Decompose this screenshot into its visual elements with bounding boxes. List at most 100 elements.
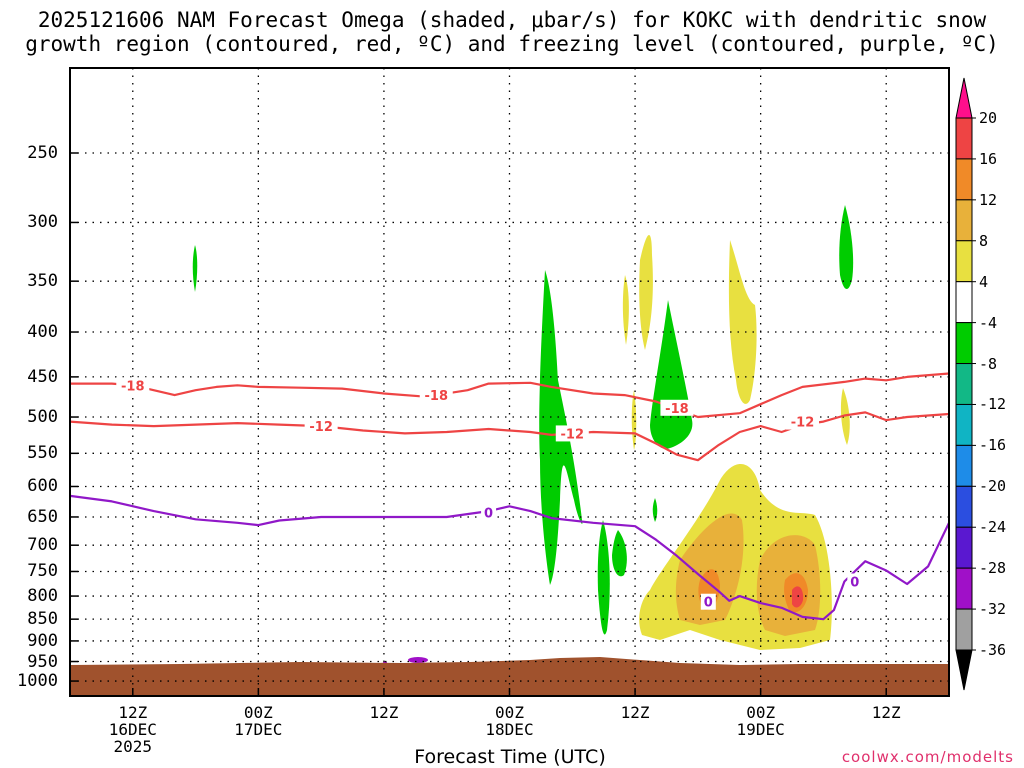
contour-label-2-0: 0 [484, 506, 493, 521]
y-tick-label-550: 550 [27, 443, 58, 464]
contour-line-2 [70, 494, 949, 621]
colorbar-top-arrow [955, 77, 973, 119]
omega-region-yellow-3 [622, 275, 629, 345]
colorbar-label-13: -36 [979, 641, 1007, 659]
x-axis-ticks [132, 688, 887, 696]
contour-label-bg-1-1 [555, 425, 589, 442]
omega-region-red [792, 586, 804, 608]
contour-label-1-2: -12 [791, 416, 815, 431]
contour-label-bg-0-1 [419, 387, 453, 404]
y-tick-label-900: 900 [27, 630, 58, 651]
y-tick-label-450: 450 [27, 366, 58, 387]
omega-region-yellow-4 [728, 240, 757, 404]
contour-label-bg-2-0 [481, 504, 497, 521]
colorbar-segment-5 [955, 322, 973, 365]
y-tick-label-1000: 1000 [17, 671, 58, 692]
omega-region-green-7 [652, 498, 658, 522]
colorbar-segment-1 [955, 158, 973, 201]
y-tick-label-650: 650 [27, 506, 58, 527]
y-tick-label-300: 300 [27, 212, 58, 233]
y-axis-ticks [70, 152, 78, 682]
x-tick-label-78-line1: 12Z [871, 703, 901, 722]
contour-label-bg-0-0 [116, 377, 150, 394]
contour-line-0 [70, 372, 949, 419]
omega-region-green-6 [192, 245, 198, 292]
y-tick-label-250: 250 [27, 142, 58, 163]
colorbar-segment-7 [955, 403, 973, 446]
colorbar-label-2: 12 [979, 190, 998, 209]
x-tick-label-18-line1: 00Z [243, 703, 273, 722]
colorbar-segment-12 [955, 608, 973, 651]
colorbar-label-5: -4 [979, 313, 998, 332]
colorbar-label-7: -12 [979, 395, 1007, 414]
y-tick-label-350: 350 [27, 271, 58, 292]
colorbar-segment-11 [955, 567, 973, 610]
x-tick-label-6-line2: 16DEC [108, 720, 157, 739]
y-tick-label-400: 400 [27, 322, 58, 343]
colorbar-label-10: -24 [979, 518, 1007, 537]
colorbar-segment-8 [955, 444, 973, 487]
x-axis-title: Forecast Time (UTC) [414, 746, 606, 768]
colorbar [955, 77, 976, 691]
x-tick-label-18-line2: 17DEC [234, 720, 283, 739]
colorbar-label-8: -16 [979, 436, 1007, 455]
colorbar-segment-3 [955, 240, 973, 283]
x-tick-label-6-line1: 12Z [118, 703, 148, 722]
colorbar-segment-9 [955, 485, 973, 528]
temperature-contours: -18 -18 -18 -12 -12 -12 0 0 0 [70, 372, 949, 621]
colorbar-segment-0 [955, 117, 973, 160]
contour-label-bg-2-1 [700, 593, 716, 610]
contour-label-bg-1-0 [304, 418, 338, 435]
colorbar-segment-4 [955, 281, 973, 324]
contour-label-0-0: -18 [121, 379, 145, 394]
contour-label-2-2: 0 [850, 576, 859, 591]
x-tick-label-42-line2: 18DEC [485, 720, 534, 739]
x-tick-label-6-line3: 2025 [113, 737, 153, 756]
contour-label-bg-1-2 [786, 413, 819, 430]
source-credit[interactable]: coolwx.com/modelts [841, 748, 1014, 766]
contour-label-0-2: -18 [665, 402, 689, 417]
contour-label-1-0: -12 [309, 420, 333, 435]
colorbar-label-1: 16 [979, 149, 998, 168]
colorbar-label-9: -20 [979, 477, 1007, 496]
colorbar-label-0: 20 [979, 109, 998, 127]
omega-region-yellow-5 [840, 388, 850, 445]
y-tick-label-850: 850 [27, 609, 58, 630]
contour-label-2-1: 0 [704, 596, 713, 611]
x-tick-label-66-line1: 00Z [746, 703, 776, 722]
y-tick-label-500: 500 [27, 407, 58, 428]
y-tick-label-800: 800 [27, 586, 58, 607]
colorbar-segment-10 [955, 526, 973, 569]
contour-label-bg-2-2 [847, 573, 863, 590]
y-tick-label-700: 700 [27, 535, 58, 556]
colorbar-label-6: -8 [979, 354, 998, 373]
x-tick-label-30-line1: 12Z [369, 703, 399, 722]
y-tick-label-950: 950 [27, 651, 58, 672]
colorbar-label-3: 8 [979, 231, 989, 250]
colorbar-segment-2 [955, 199, 973, 242]
chart-title-line2: growth region (contoured, red, ºC) and f… [25, 32, 999, 56]
chart-title-line1: 2025121606 NAM Forecast Omega (shaded, μ… [37, 8, 987, 32]
colorbar-label-12: -32 [979, 600, 1007, 619]
contour-label-1-1: -12 [561, 427, 585, 442]
x-tick-label-42-line1: 00Z [495, 703, 524, 722]
x-tick-label-66-line2: 19DEC [736, 720, 785, 739]
contour-line-1 [70, 411, 949, 462]
colorbar-label-4: 4 [979, 272, 989, 291]
omega-region-green-4 [597, 520, 610, 635]
omega-region-green-3 [839, 205, 854, 290]
contour-label-0-1: -18 [425, 389, 449, 404]
contour-label-bg-0-2 [660, 399, 694, 416]
y-tick-label-600: 600 [27, 476, 58, 497]
y-tick-label-750: 750 [27, 561, 58, 582]
colorbar-bottom-arrow [955, 649, 973, 691]
colorbar-label-11: -28 [979, 559, 1007, 578]
colorbar-segment-6 [955, 363, 973, 405]
omega-region-green-2 [650, 300, 693, 449]
omega-region-purple [408, 657, 428, 663]
omega-region-yellow-6 [631, 390, 637, 450]
omega-region-green-5 [612, 530, 627, 577]
omega-region-yellow-2 [639, 235, 653, 350]
x-tick-label-54-line1: 12Z [620, 703, 650, 722]
